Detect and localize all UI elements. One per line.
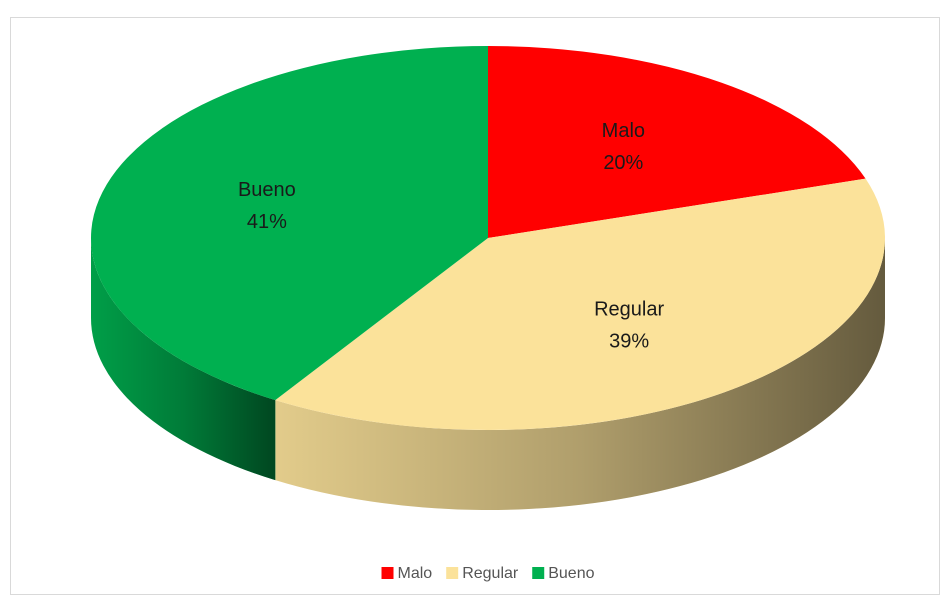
slice <box>488 46 866 238</box>
slice-side-shade <box>91 238 276 481</box>
legend-swatch <box>381 567 394 579</box>
legend-label: Bueno <box>548 565 594 582</box>
legend-label: Regular <box>462 565 519 582</box>
slice <box>90 46 488 401</box>
data-label-name: Bueno <box>238 179 296 201</box>
slice <box>275 178 886 431</box>
data-label-value: 39% <box>609 330 649 352</box>
pie <box>90 46 886 510</box>
data-label-name: Malo <box>602 120 645 142</box>
data-labels: Malo 20% Regular 39% Bueno 41% <box>238 120 665 352</box>
data-label-name: Regular <box>594 298 664 320</box>
data-label-value: 41% <box>247 211 287 233</box>
legend-swatch <box>446 567 459 579</box>
data-label-value: 20% <box>603 152 643 174</box>
slice-side-shade <box>275 238 886 510</box>
legend-label: Malo <box>398 565 433 582</box>
legend: Malo Regular Bueno <box>381 565 595 582</box>
legend-swatch <box>532 567 545 579</box>
